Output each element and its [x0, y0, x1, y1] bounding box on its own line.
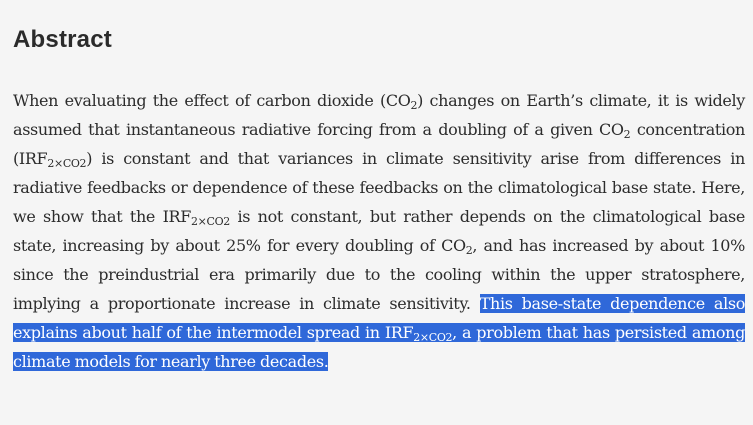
selected-text-segment: This base-state dependence also explains…: [13, 294, 745, 342]
subscript: 2: [410, 99, 418, 112]
abstract-text-segment: concentration (IRF: [13, 120, 745, 168]
abstract-text-segment: When evaluating the effect of carbon dio…: [13, 91, 411, 110]
subscript: 2: [623, 128, 631, 141]
abstract-text-segment: ) changes on Earth’s climate, it is wide…: [13, 91, 745, 139]
abstract-text-segment: is not constant, but rather depends on t…: [13, 207, 745, 255]
abstract-text-segment: , and has increased by about 10% since t…: [13, 236, 745, 313]
subscript: 2×CO2: [191, 215, 230, 228]
abstract-heading: Abstract: [13, 26, 112, 53]
abstract-paragraph[interactable]: When evaluating the effect of carbon dio…: [13, 86, 745, 376]
subscript: 2×CO2: [47, 157, 87, 170]
abstract-text-segment: ) is constant and that variances in clim…: [13, 149, 745, 226]
subscript: 2: [465, 244, 473, 257]
selected-text-segment: , a problem that has persisted among cli…: [13, 323, 745, 371]
subscript: 2×CO2: [413, 331, 453, 344]
